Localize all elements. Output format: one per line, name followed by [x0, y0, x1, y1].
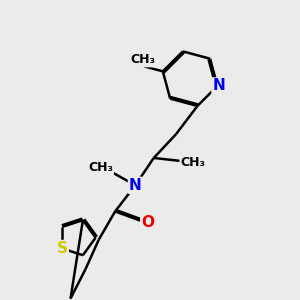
Text: S: S	[57, 241, 68, 256]
Text: N: N	[129, 178, 142, 193]
Text: O: O	[141, 215, 154, 230]
Text: CH₃: CH₃	[88, 161, 113, 174]
Text: CH₃: CH₃	[181, 156, 206, 169]
Text: CH₃: CH₃	[130, 53, 155, 66]
Text: N: N	[212, 79, 225, 94]
